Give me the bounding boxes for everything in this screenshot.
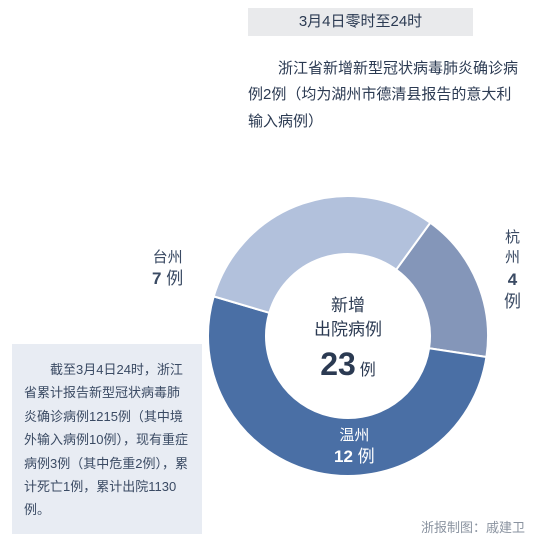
slice-label-0: 杭州4 例 — [504, 228, 521, 314]
center-unit: 例 — [360, 360, 376, 382]
center-subtitle: 出院病例 — [314, 320, 382, 339]
center-title: 新增 — [331, 296, 365, 315]
date-bar: 3月4日零时至24时 — [248, 8, 473, 36]
top-paragraph: 浙江省新增新型冠状病毒肺炎确诊病例2例（均为湖州市德清县报告的意大利输入病例） — [248, 56, 518, 135]
slice-label-2: 台州7 例 — [152, 248, 183, 291]
center-value: 23 — [320, 342, 356, 387]
slice-value: 4 例 — [504, 269, 521, 315]
slice-name: 温州 — [334, 426, 375, 446]
side-summary-box: 截至3月4日24时，浙江省累计报告新型冠状病毒肺炎确诊病例1215例（其中境外输… — [12, 344, 202, 534]
slice-name: 台州 — [152, 248, 183, 268]
slice-value: 12 例 — [334, 446, 375, 469]
slice-label-1: 温州12 例 — [334, 426, 375, 469]
slice-value: 7 例 — [152, 268, 183, 291]
donut-center-label: 新增 出院病例 23 例 — [278, 294, 418, 386]
slice-name: 杭州 — [504, 228, 521, 269]
credit-line: 浙报制图：戚建卫 — [421, 517, 525, 536]
donut-chart: 新增 出院病例 23 例 杭州4 例温州12 例台州7 例 — [208, 196, 488, 476]
